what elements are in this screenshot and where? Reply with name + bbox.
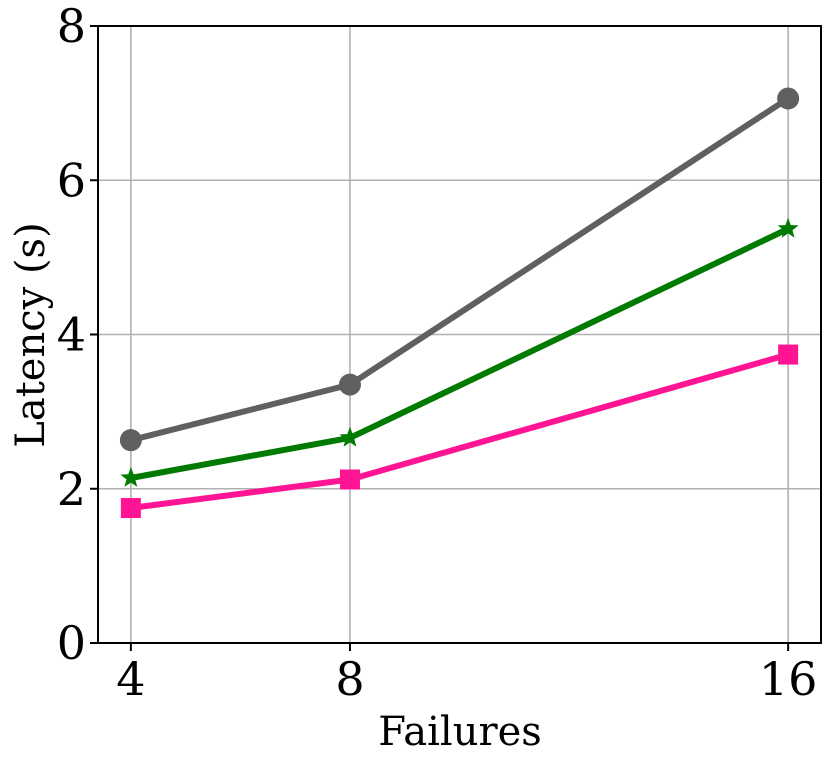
x-tick-label: 16 — [759, 652, 818, 706]
y-tick-label: 8 — [57, 0, 86, 53]
data-point-square — [339, 469, 360, 490]
data-point-star — [339, 426, 361, 447]
series-line — [130, 226, 790, 481]
x-axis-title: Failures — [378, 709, 542, 755]
data-point-star — [777, 217, 799, 238]
series-line — [130, 351, 789, 511]
x-tick-label: 8 — [335, 652, 364, 706]
data-point-square — [778, 344, 799, 365]
axis-ticks: 4 8 16 0 2 4 6 8 — [57, 0, 818, 706]
y-tick-label: 6 — [57, 153, 86, 207]
y-tick-label: 0 — [57, 616, 86, 670]
series-square — [120, 344, 799, 519]
y-tick-label: 4 — [57, 308, 86, 362]
series-line — [130, 95, 790, 444]
data-point-circle — [338, 373, 361, 396]
data-point-square — [120, 498, 141, 519]
y-axis-title: Latency (s) — [8, 222, 54, 447]
x-tick-label: 4 — [116, 652, 145, 706]
grid-lines — [98, 26, 821, 643]
series-lines — [119, 87, 800, 519]
series-star — [120, 217, 799, 487]
data-point-circle — [119, 429, 142, 452]
data-point-circle — [777, 87, 800, 110]
data-point-star — [120, 467, 142, 487]
y-tick-label: 2 — [57, 462, 86, 516]
series-circle — [119, 87, 800, 452]
